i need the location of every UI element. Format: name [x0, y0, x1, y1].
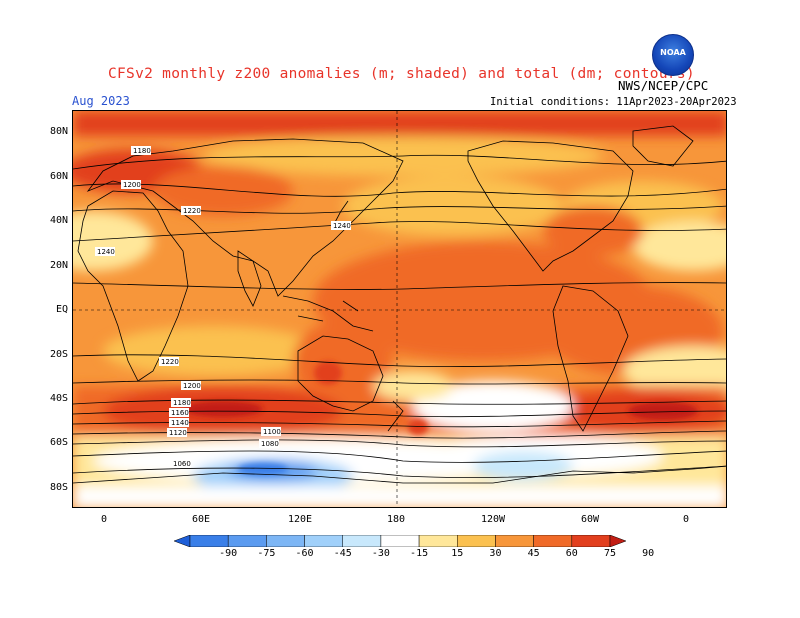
contour-labels: 1180 1200 1220 1240 1240 1220 1200 1180 … — [95, 146, 351, 468]
lon-label-120e: 120E — [287, 514, 313, 525]
lon-label-0-east: 0 — [682, 514, 690, 525]
anomaly-map: 1180 1200 1220 1240 1240 1220 1200 1180 … — [72, 110, 727, 508]
svg-text:1200: 1200 — [123, 181, 141, 189]
svg-text:1180: 1180 — [173, 399, 191, 407]
colorbar-tick-label: -30 — [371, 548, 390, 559]
svg-text:1100: 1100 — [263, 428, 281, 436]
lat-label-80s: 80S — [49, 482, 68, 493]
noaa-logo: NOAA — [652, 34, 694, 76]
colorbar-tick-label: 15 — [451, 548, 464, 559]
colorbar-tick-label: 45 — [527, 548, 540, 559]
colorbar-cell — [571, 535, 611, 547]
colorbar-cell — [495, 535, 534, 547]
lat-label-20s: 20S — [49, 349, 68, 360]
lon-label-180: 180 — [386, 514, 406, 525]
forecast-month: Aug 2023 — [72, 94, 130, 108]
colorbar-cell — [418, 535, 458, 547]
lat-label-20n: 20N — [49, 260, 68, 271]
colorbar-tick-label: 90 — [642, 548, 655, 559]
colorbar-tick-label: -90 — [219, 548, 238, 559]
svg-text:1080: 1080 — [261, 440, 279, 448]
lat-label-60n: 60N — [49, 171, 68, 182]
colorbar-cell — [342, 535, 382, 547]
colorbar-cell — [457, 535, 496, 547]
svg-text:1060: 1060 — [173, 460, 191, 468]
colorbar-tick-label: 75 — [603, 548, 617, 559]
colorbar-tick-label: 60 — [565, 548, 578, 559]
svg-text:1140: 1140 — [171, 419, 189, 427]
colorbar-cell — [227, 535, 267, 547]
colorbar-cell — [533, 535, 573, 547]
svg-text:1180: 1180 — [133, 147, 151, 155]
svg-text:1220: 1220 — [161, 358, 179, 366]
lat-label-eq: EQ — [55, 304, 68, 315]
colorbar-cell — [189, 535, 229, 547]
lat-label-40s: 40S — [49, 393, 68, 404]
colorbar — [174, 535, 626, 547]
map-svg: 1180 1200 1220 1240 1240 1220 1200 1180 … — [73, 111, 726, 507]
lon-label-0: 0 — [100, 514, 108, 525]
colorbar-cell — [380, 535, 420, 547]
svg-text:1240: 1240 — [333, 222, 351, 230]
svg-text:1220: 1220 — [183, 207, 201, 215]
colorbar-cell — [266, 535, 305, 547]
colorbar-tick-label: -45 — [333, 548, 352, 559]
coastlines — [73, 125, 726, 484]
lat-label-80n: 80N — [49, 126, 68, 137]
organization-label: NWS/NCEP/CPC — [618, 78, 709, 93]
lon-label-120w: 120W — [480, 514, 506, 525]
colorbar-tick-label: 30 — [489, 548, 502, 559]
colorbar-tick-label: -60 — [295, 548, 314, 559]
initial-conditions: Initial conditions: 11Apr2023-20Apr2023 — [490, 96, 737, 108]
colorbar-tick-label: -75 — [257, 548, 276, 559]
svg-text:1120: 1120 — [169, 429, 187, 437]
colorbar-cell — [609, 535, 626, 547]
colorbar-cell — [174, 535, 191, 547]
lat-label-60s: 60S — [49, 437, 68, 448]
colorbar-tick-label: -15 — [410, 548, 429, 559]
graticule — [73, 111, 726, 507]
svg-text:1240: 1240 — [97, 248, 115, 256]
lat-label-40n: 40N — [49, 215, 68, 226]
chart-title: CFSv2 monthly z200 anomalies (m; shaded)… — [108, 66, 695, 82]
lon-label-60w: 60W — [580, 514, 600, 525]
lon-label-60e: 60E — [191, 514, 211, 525]
colorbar-cell — [304, 535, 343, 547]
svg-text:1160: 1160 — [171, 409, 189, 417]
svg-text:1200: 1200 — [183, 382, 201, 390]
